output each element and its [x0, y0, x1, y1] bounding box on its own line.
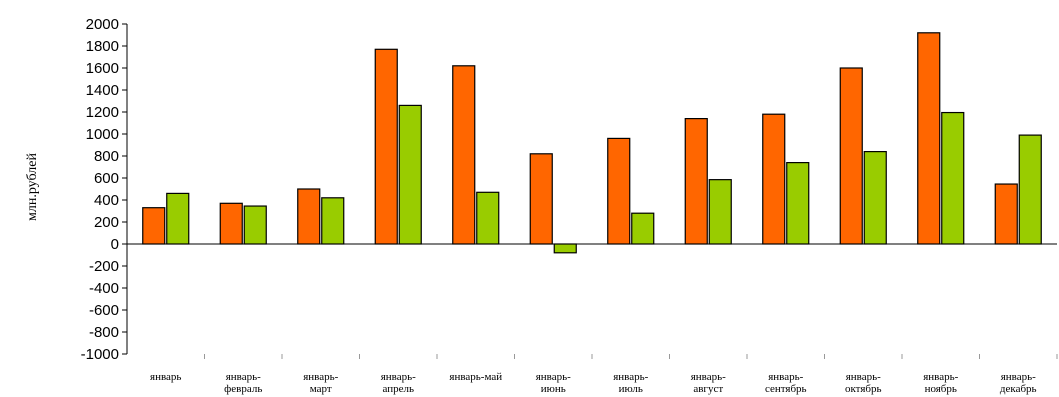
- x-tick-label: январь-сентябрь: [765, 371, 807, 395]
- bar-series-2: [863, 151, 887, 245]
- bar-series-1: [529, 153, 553, 245]
- y-tick-label: 800: [94, 148, 119, 165]
- y-axis-label: млн.рублей: [25, 153, 40, 221]
- y-tick-labels: -1000 -800 -600 -400 -200 0 200 400 600 800 1000 12…: [81, 16, 119, 363]
- x-tick-label: январь-март: [303, 371, 338, 395]
- x-tick-label: январь-декабрь: [1000, 371, 1037, 395]
- y-tick-label: 1800: [86, 38, 119, 55]
- y-tick-label: 0: [111, 236, 119, 253]
- x-tick-label: январь: [150, 371, 181, 383]
- x-tick-label: январь-апрель: [381, 371, 416, 395]
- bar-series-2: [708, 179, 732, 245]
- y-tick-label: 600: [94, 170, 119, 187]
- y-tick-label: -200: [89, 258, 119, 275]
- bar-series-1: [142, 207, 166, 245]
- bar-series-1: [452, 65, 476, 245]
- bar-series-2: [786, 162, 810, 245]
- y-tick-label: -800: [89, 324, 119, 341]
- y-tick-label: -400: [89, 280, 119, 297]
- bar-series-1: [684, 117, 708, 245]
- x-tick-label: январь-июль: [613, 371, 648, 395]
- y-tick-label: -600: [89, 302, 119, 319]
- bar-series-1: [607, 137, 631, 245]
- x-tick-label: январь-ноябрь: [923, 371, 958, 395]
- y-tick-label: -1000: [81, 346, 119, 363]
- bar-series-1: [297, 188, 321, 245]
- x-tick-label: январь-октябрь: [845, 371, 882, 395]
- x-tick-labels: январь январь-февраль январь-март январь-ап…: [150, 371, 1037, 395]
- x-tick-label: январь-июнь: [536, 371, 571, 395]
- bar-series-2: [398, 104, 422, 245]
- bar-series-1: [762, 113, 786, 245]
- axes-group: [122, 23, 1058, 359]
- y-tick-label: 1000: [86, 126, 119, 143]
- bar-series-2: [553, 243, 577, 254]
- bar-series-2: [1018, 134, 1042, 245]
- y-tick-label: 2000: [86, 16, 119, 33]
- bars-group: [142, 32, 1042, 254]
- bar-series-2: [941, 111, 965, 245]
- x-tick-label: январь-август: [691, 371, 726, 395]
- bar-series-1: [917, 32, 941, 245]
- x-tick-label: январь-май: [449, 371, 502, 383]
- bar-series-1: [994, 183, 1018, 245]
- bar-series-1: [219, 202, 243, 245]
- y-tick-label: 400: [94, 192, 119, 209]
- bar-series-1: [374, 48, 398, 245]
- bar-series-2: [166, 192, 190, 245]
- bar-series-2: [243, 205, 267, 245]
- y-tick-label: 1600: [86, 60, 119, 77]
- bar-series-1: [839, 67, 863, 245]
- bar-series-2: [631, 212, 655, 245]
- y-tick-label: 1200: [86, 104, 119, 121]
- x-tick-label: январь-февраль: [224, 371, 262, 395]
- bar-series-2: [321, 197, 345, 245]
- y-tick-label: 200: [94, 214, 119, 231]
- bar-series-2: [476, 191, 500, 245]
- y-tick-label: 1400: [86, 82, 119, 99]
